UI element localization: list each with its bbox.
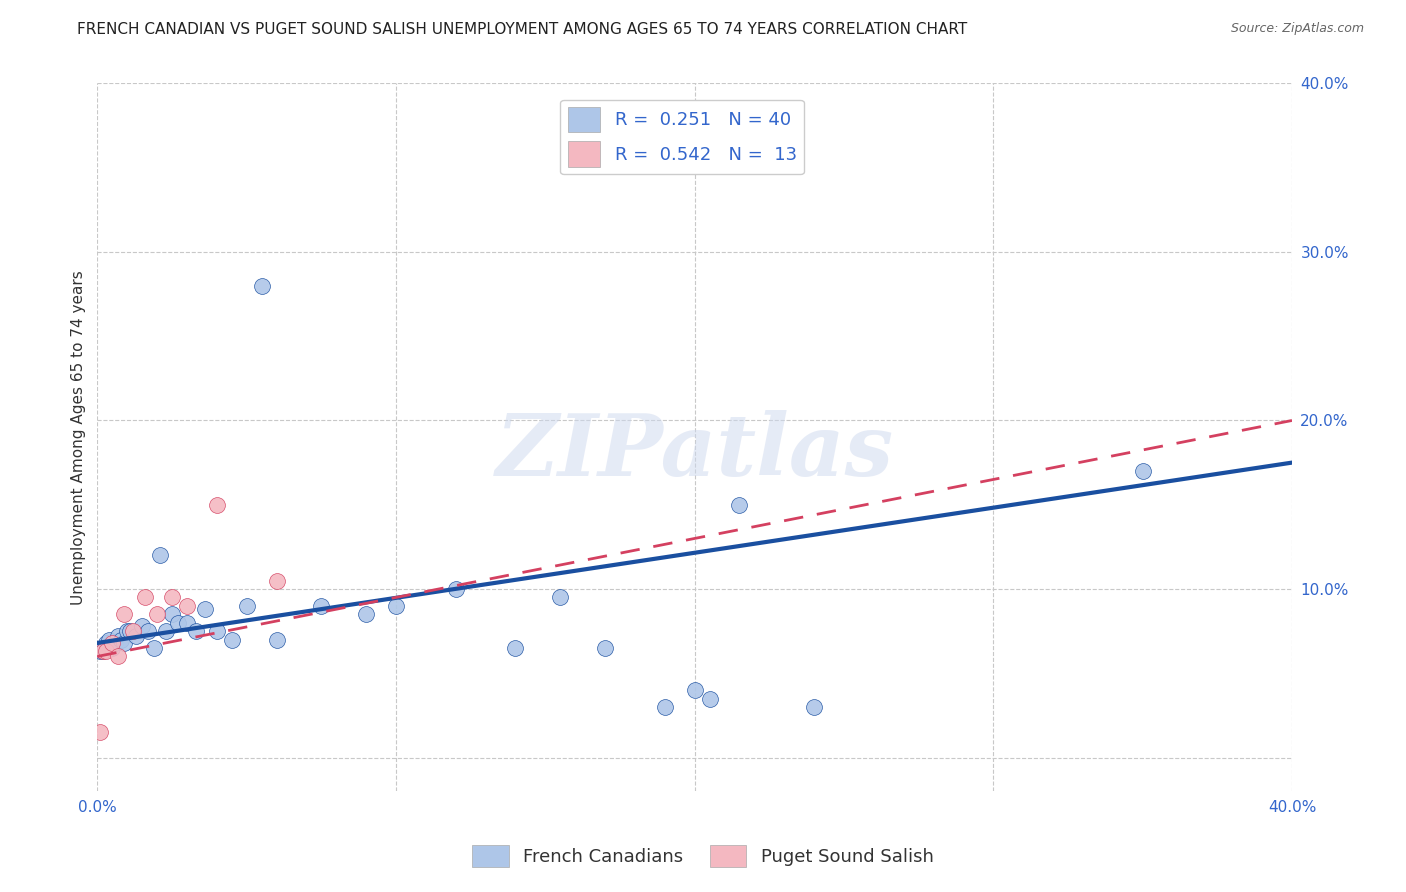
Point bbox=[194, 602, 217, 616]
Point bbox=[101, 640, 124, 655]
Point bbox=[143, 640, 166, 655]
Point bbox=[444, 582, 467, 596]
Point bbox=[120, 624, 142, 639]
Point bbox=[107, 649, 129, 664]
Legend: French Canadians, Puget Sound Salish: French Canadians, Puget Sound Salish bbox=[465, 838, 941, 874]
Point bbox=[91, 644, 114, 658]
Point bbox=[131, 619, 153, 633]
Text: ZIPatlas: ZIPatlas bbox=[495, 409, 894, 493]
Text: FRENCH CANADIAN VS PUGET SOUND SALISH UNEMPLOYMENT AMONG AGES 65 TO 74 YEARS COR: FRENCH CANADIAN VS PUGET SOUND SALISH UN… bbox=[77, 22, 967, 37]
Point bbox=[89, 725, 111, 739]
Point bbox=[184, 624, 207, 639]
Point bbox=[235, 599, 257, 613]
Point bbox=[593, 640, 616, 655]
Point bbox=[98, 632, 121, 647]
Point bbox=[107, 629, 129, 643]
Point bbox=[96, 636, 118, 650]
Point bbox=[728, 498, 751, 512]
Point bbox=[89, 644, 111, 658]
Point bbox=[505, 640, 527, 655]
Point bbox=[134, 591, 156, 605]
Point bbox=[250, 278, 273, 293]
Point bbox=[112, 607, 135, 622]
Point bbox=[110, 632, 132, 647]
Point bbox=[101, 636, 124, 650]
Point bbox=[91, 644, 114, 658]
Point bbox=[311, 599, 333, 613]
Point bbox=[104, 636, 127, 650]
Point bbox=[1132, 464, 1154, 478]
Point bbox=[122, 624, 145, 639]
Point bbox=[136, 624, 159, 639]
Point bbox=[205, 498, 228, 512]
Point bbox=[803, 700, 825, 714]
Point bbox=[354, 607, 377, 622]
Point bbox=[146, 607, 169, 622]
Point bbox=[221, 632, 243, 647]
Point bbox=[683, 683, 706, 698]
Point bbox=[125, 629, 148, 643]
Y-axis label: Unemployment Among Ages 65 to 74 years: Unemployment Among Ages 65 to 74 years bbox=[72, 270, 86, 605]
Point bbox=[176, 615, 198, 630]
Point bbox=[654, 700, 676, 714]
Point bbox=[155, 624, 177, 639]
Point bbox=[266, 574, 288, 588]
Point bbox=[115, 624, 138, 639]
Point bbox=[160, 591, 183, 605]
Point bbox=[96, 644, 118, 658]
Point bbox=[167, 615, 190, 630]
Point bbox=[385, 599, 408, 613]
Point bbox=[112, 636, 135, 650]
Point bbox=[266, 632, 288, 647]
Point bbox=[149, 549, 172, 563]
Legend: R =  0.251   N = 40, R =  0.542   N =  13: R = 0.251 N = 40, R = 0.542 N = 13 bbox=[561, 100, 804, 174]
Point bbox=[699, 691, 721, 706]
Point bbox=[205, 624, 228, 639]
Point bbox=[176, 599, 198, 613]
Point bbox=[548, 591, 571, 605]
Text: Source: ZipAtlas.com: Source: ZipAtlas.com bbox=[1230, 22, 1364, 36]
Point bbox=[160, 607, 183, 622]
